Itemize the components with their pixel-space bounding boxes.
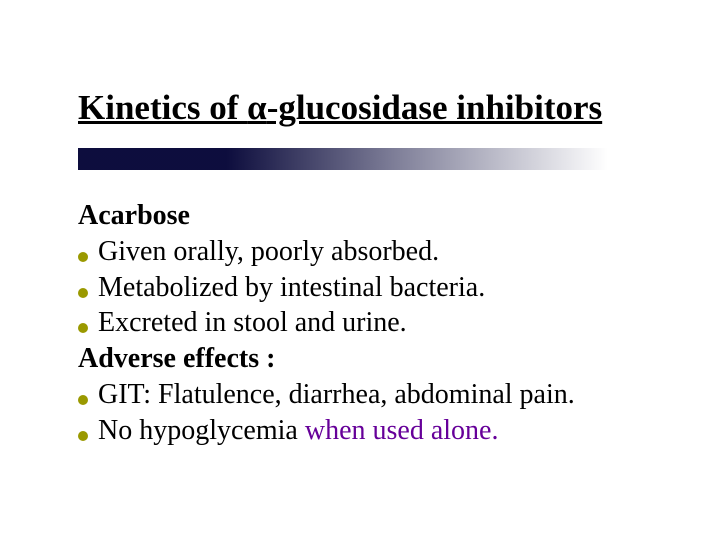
item-text: Excreted in stool and urine. [98,305,407,341]
heading-text: Acarbose [78,198,190,234]
bullet-icon [78,252,88,262]
list-item: Given orally, poorly absorbed. [78,234,680,270]
bullet-icon [78,431,88,441]
section-heading-acarbose: Acarbose [78,198,680,234]
title-alpha: α [247,88,267,127]
slide-title: Kinetics of α-glucosidase inhibitors [78,88,690,128]
list-item: Metabolized by intestinal bacteria. [78,270,680,306]
list-item: GIT: Flatulence, diarrhea, abdominal pai… [78,377,680,413]
heading-text: Adverse effects : [78,341,275,377]
bullet-icon [78,288,88,298]
item-text: Metabolized by intestinal bacteria. [98,270,485,306]
item-text: No hypoglycemia when used alone. [98,413,498,449]
item-special: when used alone. [305,415,499,446]
title-underline-bar [78,148,608,170]
slide-content: Acarbose Given orally, poorly absorbed. … [78,198,680,449]
title-text: Kinetics of α-glucosidase inhibitors [78,88,602,127]
bullet-icon [78,395,88,405]
section-heading-adverse: Adverse effects : [78,341,680,377]
title-prefix: Kinetics of [78,88,247,127]
item-text: GIT: Flatulence, diarrhea, abdominal pai… [98,377,575,413]
list-item: No hypoglycemia when used alone. [78,413,680,449]
list-item: Excreted in stool and urine. [78,305,680,341]
bullet-icon [78,323,88,333]
item-text: Given orally, poorly absorbed. [98,234,439,270]
item-pre: No hypoglycemia [98,415,305,446]
title-suffix: -glucosidase inhibitors [267,88,602,127]
item-pre: GIT: Flatulence, diarrhea, abdominal pai… [98,379,575,410]
